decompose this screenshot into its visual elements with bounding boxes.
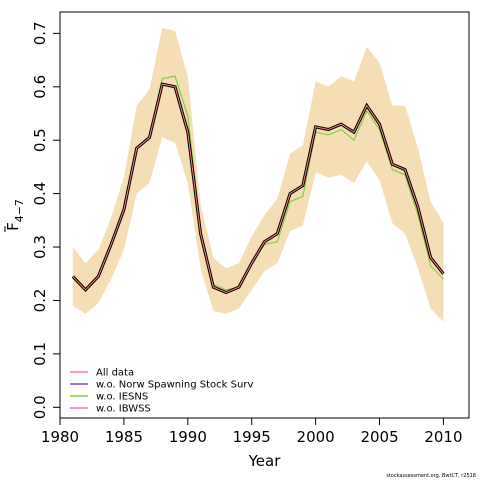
- x-tick-label: 2000: [297, 428, 335, 446]
- x-axis-title: Year: [248, 452, 282, 470]
- series-line-all-data: [72, 83, 444, 294]
- x-tick-label: 1985: [105, 428, 143, 446]
- y-axis-title-main: F: [4, 222, 22, 231]
- y-axis: 0.0 0.1 0.2 0.3 0.4 0.5 0.6 0.7: [31, 21, 60, 419]
- y-tick-label: 0.7: [31, 21, 49, 45]
- legend-label: w.o. IESNS: [96, 392, 148, 403]
- y-axis-title-subscript: 4−7: [13, 199, 26, 222]
- y-tick-label: 0.4: [31, 182, 49, 206]
- confidence-band-layer: [72, 28, 444, 322]
- y-tick-label: 0.1: [31, 342, 49, 366]
- svg-text:F4−7: F4−7: [4, 199, 26, 231]
- x-tick-label: 1995: [233, 428, 271, 446]
- legend-label: w.o. Norw Spawning Stock Surv: [96, 380, 253, 391]
- footnote: stockassessment.org, BwtCT, r2518: [386, 473, 476, 479]
- series-lines-layer: [71, 75, 445, 295]
- x-tick-label: 1980: [41, 428, 79, 446]
- y-tick-label: 0.6: [31, 75, 49, 99]
- x-tick-label: 1990: [169, 428, 207, 446]
- legend-label: All data: [96, 368, 134, 379]
- y-axis-title: F4−7: [4, 199, 26, 231]
- y-tick-label: 0.0: [31, 395, 49, 419]
- x-axis: 1980 1985 1990 1995 2000 2005 2010: [41, 418, 463, 446]
- y-tick-label: 0.3: [31, 235, 49, 259]
- x-tick-label: 2010: [424, 428, 462, 446]
- plot-frame: [59, 11, 470, 419]
- legend-label: w.o. IBWSS: [96, 404, 151, 415]
- x-tick-label: 2005: [360, 428, 398, 446]
- y-tick-label: 0.5: [31, 128, 49, 152]
- confidence-band: [72, 28, 444, 322]
- y-tick-label: 0.2: [31, 289, 49, 313]
